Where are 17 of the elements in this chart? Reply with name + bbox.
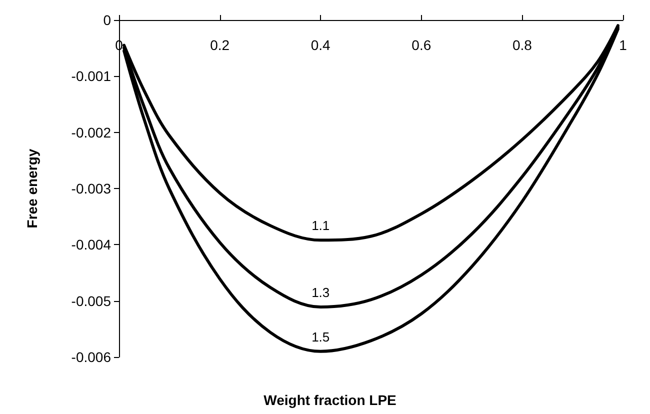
y-tick-label: -0.003: [71, 180, 112, 196]
y-tick-label: -0.002: [71, 124, 112, 140]
series-label: 1.1: [312, 218, 330, 234]
y-tick-label: -0.001: [71, 68, 112, 84]
x-tick-label: 0.6: [412, 37, 432, 53]
x-tick-label: 1: [619, 37, 628, 53]
y-tick-label: -0.004: [71, 236, 112, 253]
y-tick-label: -0.005: [71, 292, 112, 309]
x-tick-label: 0.4: [310, 37, 331, 53]
y-tick-label: -0.006: [71, 349, 112, 365]
y-axis-title: Free energy: [24, 148, 40, 228]
x-axis-title: Weight fraction LPE: [264, 392, 396, 408]
y-tick-label: 0: [103, 12, 112, 28]
series-label: 1.5: [312, 329, 330, 344]
x-tick-label: 0.2: [210, 37, 230, 53]
series-label: 1.3: [312, 285, 330, 300]
x-tick-label: 0.8: [512, 37, 532, 53]
